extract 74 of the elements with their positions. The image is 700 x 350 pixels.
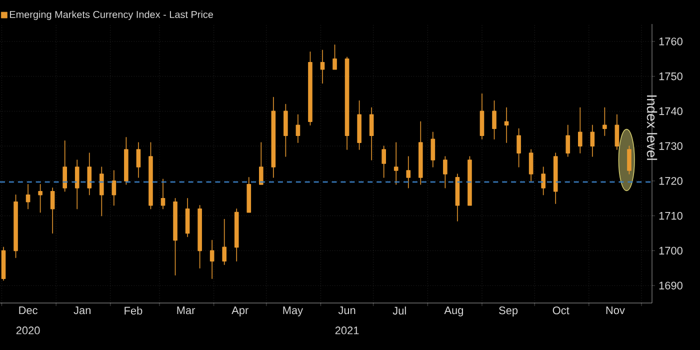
y-axis-title: Index level: [646, 95, 658, 160]
x-tick-label: Nov: [606, 306, 625, 314]
y-tick-label: 1690: [659, 282, 682, 290]
candlestick: [332, 44, 337, 70]
legend-label: Emerging Markets Currency Index - Last Price: [10, 10, 214, 20]
candlestick: [74, 160, 80, 210]
candlestick: [87, 152, 92, 196]
candlestick: [271, 96, 276, 178]
x-tick-label: Aug: [444, 306, 463, 316]
candlestick: [259, 142, 264, 185]
candlestick: [357, 100, 362, 150]
candlestick: [296, 114, 300, 143]
candlestick: [369, 107, 374, 160]
candlestick: [468, 156, 472, 206]
y-tick-label: 1710: [659, 212, 682, 220]
candlestick: [504, 107, 509, 143]
candlestick: [246, 177, 252, 213]
candlestick: [394, 142, 398, 185]
candlestick: [14, 194, 18, 258]
candlestick: [553, 152, 558, 204]
y-tick-label: 1700: [659, 246, 682, 255]
candlestick: [528, 149, 534, 182]
candlestick: [443, 156, 448, 188]
x-tick-label: Apr: [232, 306, 248, 316]
x-tick-label: Jun: [338, 306, 356, 314]
y-tick-label: 1720: [659, 177, 682, 185]
x-tick-label: Jan: [74, 306, 90, 314]
candlestick: [26, 184, 30, 210]
y-tick-label: 1740: [659, 107, 682, 116]
x-tick-label: Oct: [552, 306, 570, 314]
y-tick-label: 1730: [659, 142, 682, 150]
candlestick: [492, 100, 496, 140]
candlestick: [62, 140, 67, 192]
candlestick: [234, 208, 239, 262]
candlestick: [566, 124, 570, 157]
text: 2021: [335, 326, 359, 334]
candlestick: [1, 246, 6, 281]
candlestick: [614, 114, 620, 150]
y-tick-label: 1750: [659, 72, 682, 80]
x-tick-label: Mar: [177, 306, 196, 314]
candlestick: [406, 156, 411, 188]
x-tick-label: Feb: [124, 306, 142, 315]
candlestick: [418, 121, 423, 185]
candlestick: [541, 166, 546, 196]
candlestick: [148, 142, 153, 210]
candlestick: [124, 136, 128, 185]
candlestick: [185, 198, 190, 238]
candlestick: [590, 124, 595, 157]
candlestick: [308, 52, 312, 126]
candlestick: [210, 240, 214, 279]
candlestick: [516, 128, 521, 168]
candlestick: [112, 170, 116, 206]
x-tick-label: May: [283, 306, 304, 316]
x-tick-label: Sep: [499, 306, 518, 316]
candlestick: [578, 107, 582, 154]
candlestick: [160, 178, 166, 210]
candlestick: [320, 50, 325, 84]
x-tick-label: Jul: [392, 306, 406, 315]
text: 2020: [16, 326, 40, 334]
candlestick: [382, 146, 386, 178]
candlestick: [480, 93, 484, 140]
candlestick: [627, 146, 632, 174]
candlestick: [344, 56, 350, 150]
candlestick: [136, 142, 141, 178]
y-tick-label: 1760: [659, 38, 682, 46]
candlestick: [100, 166, 104, 216]
candlestick: [198, 204, 202, 269]
candlestick: [455, 174, 460, 222]
candlestick: [222, 218, 226, 266]
candlestick: [173, 198, 178, 276]
candlestick: [50, 188, 55, 234]
x-tick-label: Dec: [19, 306, 38, 314]
candlestick: [284, 104, 288, 157]
candlestick: [430, 132, 436, 168]
